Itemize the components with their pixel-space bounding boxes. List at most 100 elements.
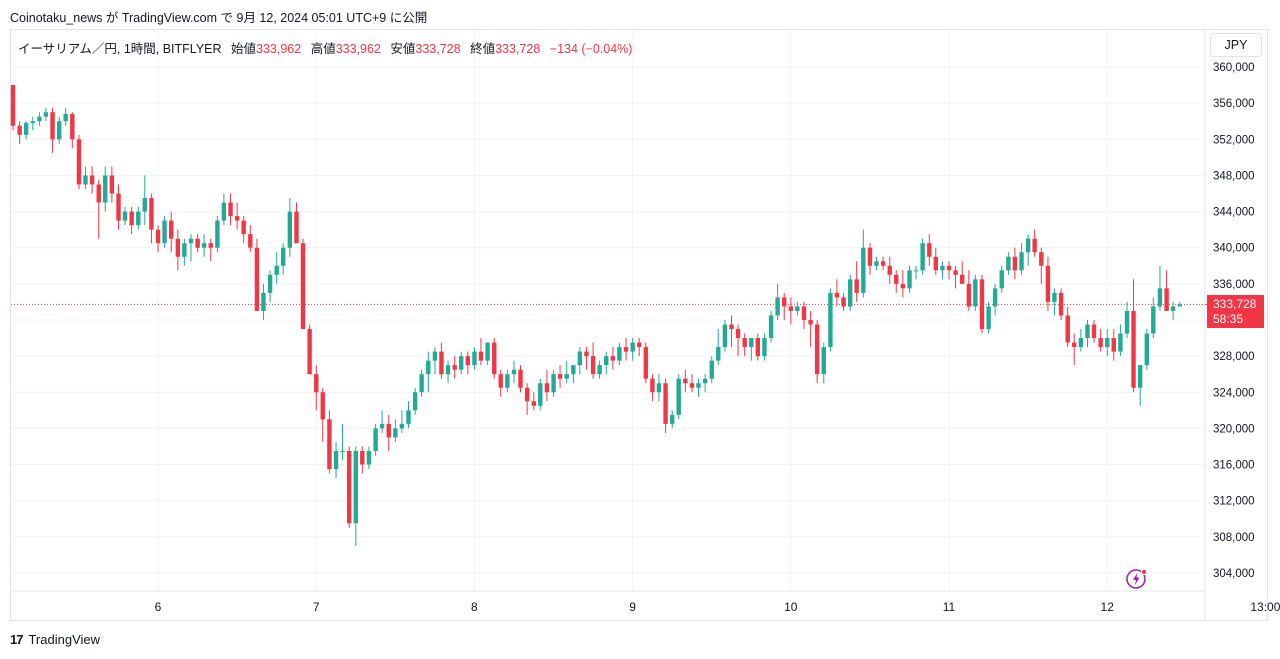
candle-body (887, 265, 892, 275)
currency-button[interactable]: JPY (1210, 33, 1262, 57)
candle-body (814, 324, 820, 375)
candle-body (1045, 265, 1051, 302)
tradingview-footer[interactable]: 17 TradingView (10, 632, 100, 647)
symbol-legend: イーサリアム／円, 1時間, BITFLYER 始値333,962 高値333,… (18, 38, 632, 57)
candle-body (544, 383, 550, 393)
candle-body (1177, 304, 1182, 307)
candle-body (70, 114, 75, 140)
candle (1065, 306, 1070, 348)
candle (472, 347, 477, 370)
candle (175, 229, 181, 271)
candle-body (386, 423, 391, 438)
candle-body (56, 121, 62, 140)
candle-body (1052, 292, 1057, 302)
candle-body (597, 365, 602, 375)
candle (221, 193, 227, 226)
candle-body (1025, 238, 1031, 253)
candle-body (1098, 338, 1103, 348)
candle (1052, 288, 1057, 316)
candle (946, 261, 952, 280)
publish-caption: Coinotaku_news が TradingView.com で 9月 12… (10, 11, 428, 25)
candle (155, 225, 161, 253)
candle-body (689, 383, 695, 388)
candle-body (636, 342, 642, 348)
candle (940, 261, 945, 280)
candle (782, 292, 787, 320)
candle-body (854, 279, 859, 293)
candle-body (1151, 306, 1156, 334)
legend-symbol: イーサリアム／円, 1時間, BITFLYER (18, 42, 222, 56)
candle (366, 446, 372, 470)
candle (676, 374, 681, 420)
candle (353, 446, 359, 546)
candle-body (30, 121, 35, 124)
y-tick-label: 352,000 (1213, 134, 1255, 146)
candle (584, 347, 589, 370)
candle-body (782, 297, 787, 307)
candle (261, 283, 266, 320)
candle (379, 410, 385, 433)
candle (1012, 247, 1018, 280)
candle-body (867, 247, 873, 266)
candle-body (735, 329, 741, 339)
candle (755, 333, 761, 361)
candle-body (96, 184, 101, 203)
candle (564, 360, 569, 384)
candle (439, 342, 444, 379)
candle (544, 369, 550, 402)
candle (17, 121, 22, 144)
candle (89, 166, 95, 194)
candle-body (590, 356, 596, 375)
candle (287, 198, 293, 257)
candle-body (10, 85, 16, 126)
candle-body (320, 392, 325, 420)
candle (920, 238, 925, 275)
candle (320, 387, 325, 442)
candle (531, 392, 536, 411)
candle (465, 351, 471, 375)
candle (1137, 365, 1143, 406)
candle-body (538, 383, 543, 406)
candle (913, 265, 919, 280)
chart-frame (10, 29, 1268, 621)
candle (623, 338, 629, 361)
candle (729, 315, 734, 348)
candle-body (89, 175, 95, 185)
candle-body (188, 238, 194, 244)
candle-body (346, 450, 352, 524)
lightning-bolt-icon[interactable] (1125, 567, 1149, 591)
candle-body (1124, 310, 1130, 334)
candle-body (333, 450, 339, 470)
candle-body (43, 112, 49, 117)
candle (1124, 301, 1130, 339)
candle-body (505, 374, 510, 388)
x-tick-label: 11 (943, 600, 956, 614)
candle (96, 179, 101, 239)
candle-body (630, 342, 635, 352)
candle (50, 107, 55, 153)
legend-open-label: 始値 (231, 42, 257, 56)
candle-body (129, 211, 134, 226)
candle-body (1019, 252, 1024, 271)
candle-body (432, 351, 438, 361)
candle-body (169, 220, 174, 239)
candle-body (933, 256, 938, 271)
y-tick-label: 320,000 (1213, 423, 1255, 435)
candle-body (1032, 238, 1037, 253)
candle (248, 225, 253, 253)
candle-body (1072, 342, 1077, 348)
candle-body (979, 279, 985, 330)
candle-body (604, 356, 609, 366)
candle (505, 369, 510, 393)
candle-body (142, 198, 147, 212)
candle-body (287, 211, 293, 248)
candle-body (768, 315, 774, 339)
candle (999, 265, 1004, 293)
candle-body (900, 283, 906, 289)
candle (538, 378, 543, 411)
chart-axes: 304,000 308,000 312,000 316,000 320,000 324,0… (11, 30, 1280, 621)
candle (373, 423, 378, 456)
y-tick-label: 316,000 (1213, 460, 1255, 472)
candle-body (201, 243, 207, 248)
